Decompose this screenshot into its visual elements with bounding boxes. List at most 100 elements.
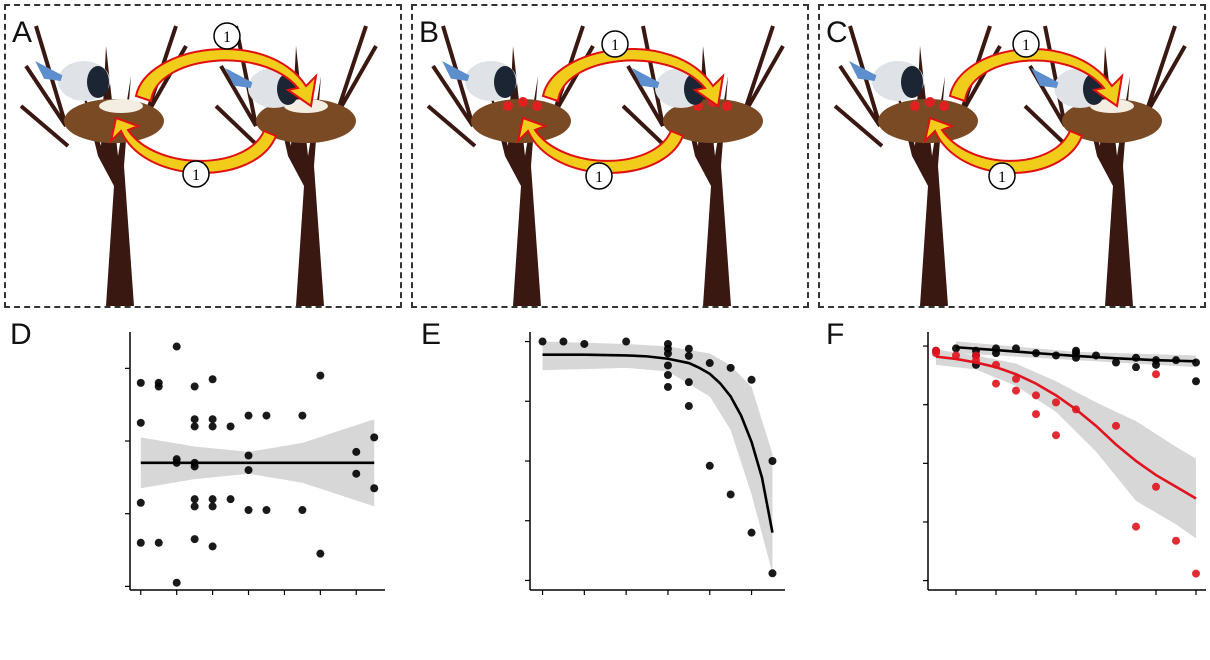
data-point <box>172 342 181 351</box>
data-point <box>208 415 217 424</box>
data-point-series-1 <box>1012 386 1020 395</box>
data-point-series-1 <box>1152 370 1160 379</box>
data-point <box>352 447 361 456</box>
data-point <box>190 495 199 504</box>
fit-line <box>542 353 774 533</box>
data-point <box>768 569 777 578</box>
data-point <box>370 433 379 442</box>
eggs-right <box>1090 99 1134 113</box>
data-point <box>663 349 672 358</box>
data-point <box>705 359 714 368</box>
panel-a-illustration: 1 1 <box>19 22 378 306</box>
tree-right <box>214 25 378 306</box>
badge-top: 1 <box>223 29 231 46</box>
badge-circle-top <box>601 30 629 58</box>
eggs-left <box>99 99 143 113</box>
data-point <box>136 538 145 547</box>
panel-letter-f: F <box>826 318 845 351</box>
data-point <box>298 506 307 515</box>
data-point <box>726 363 735 372</box>
data-point-series-0 <box>1152 360 1160 369</box>
data-point <box>136 378 145 387</box>
panel-letter-e: E <box>421 318 442 351</box>
arrow-bottom <box>109 116 278 174</box>
panel-c-box: 1 1 C <box>818 4 1206 308</box>
data-point <box>262 411 271 420</box>
data-point <box>747 528 756 537</box>
data-point-series-1 <box>1012 374 1020 383</box>
data-point <box>190 535 199 544</box>
data-point-series-1 <box>1052 431 1060 440</box>
arrow-top <box>134 48 318 108</box>
arrow-bottom <box>923 116 1084 174</box>
data-point <box>684 351 693 360</box>
data-point <box>208 542 217 551</box>
badge-circle-bottom <box>182 160 210 188</box>
data-point <box>244 466 253 475</box>
fit-line-series-0 <box>955 345 1197 363</box>
data-point <box>208 422 217 431</box>
data-point <box>663 382 672 391</box>
chart-d <box>125 332 385 595</box>
eggs-right <box>284 99 328 113</box>
data-point-series-0 <box>1112 358 1120 367</box>
nest-right <box>663 99 763 143</box>
panel-b-illustration: 1 1 <box>426 25 785 306</box>
data-point <box>352 469 361 478</box>
panel-letter-d: D <box>10 318 32 351</box>
data-point <box>262 506 271 515</box>
data-point <box>208 375 217 384</box>
data-point <box>136 498 145 507</box>
badge-bottom: 1 <box>595 169 603 186</box>
data-point <box>190 502 199 511</box>
data-point-series-1 <box>1112 421 1120 430</box>
arrow-bottom <box>516 116 685 174</box>
data-point <box>663 361 672 370</box>
data-point-series-1 <box>1152 482 1160 491</box>
data-point <box>684 402 693 411</box>
data-point <box>768 457 777 465</box>
data-point-series-1 <box>1052 398 1060 407</box>
bird-left <box>849 61 924 101</box>
data-point <box>747 375 756 384</box>
data-point-series-1 <box>932 349 940 358</box>
data-point <box>154 538 163 547</box>
badge-bottom: 1 <box>192 167 200 184</box>
data-point <box>190 382 199 391</box>
data-point-series-1 <box>1132 522 1140 531</box>
arrow-top <box>541 48 725 108</box>
panel-a-box: 1 1 A <box>4 4 402 308</box>
data-point <box>226 422 235 431</box>
chicks-left <box>503 97 542 111</box>
data-point <box>298 411 307 420</box>
data-point <box>684 344 693 353</box>
data-point <box>370 484 379 493</box>
arrow-top <box>948 48 1124 108</box>
badge-circle-bottom <box>988 162 1016 190</box>
data-point-series-1 <box>1032 391 1040 400</box>
panel-letter-a: A <box>12 16 33 49</box>
nest-right <box>1062 99 1162 143</box>
bird-left <box>442 61 517 101</box>
panel-c-illustration: 1 1 <box>833 25 1187 306</box>
data-point <box>244 411 253 420</box>
chart-e <box>525 332 785 595</box>
data-point <box>244 506 253 515</box>
data-point <box>190 462 199 471</box>
panel-b-box: 1 1 B <box>411 4 809 308</box>
badge-top: 1 <box>611 37 619 54</box>
data-point <box>705 461 714 470</box>
fit-line-series-1 <box>935 355 1197 500</box>
badge-circle-top <box>213 22 241 50</box>
data-point <box>226 495 235 504</box>
data-point <box>663 371 672 379</box>
nest-left <box>878 99 978 143</box>
ci-band <box>542 341 773 574</box>
data-point <box>316 371 325 380</box>
data-point <box>208 495 217 504</box>
data-point <box>136 418 145 427</box>
data-point <box>316 549 325 558</box>
data-point-series-0 <box>1132 363 1140 372</box>
data-point-series-1 <box>1032 410 1040 419</box>
chicks-left <box>910 97 949 111</box>
